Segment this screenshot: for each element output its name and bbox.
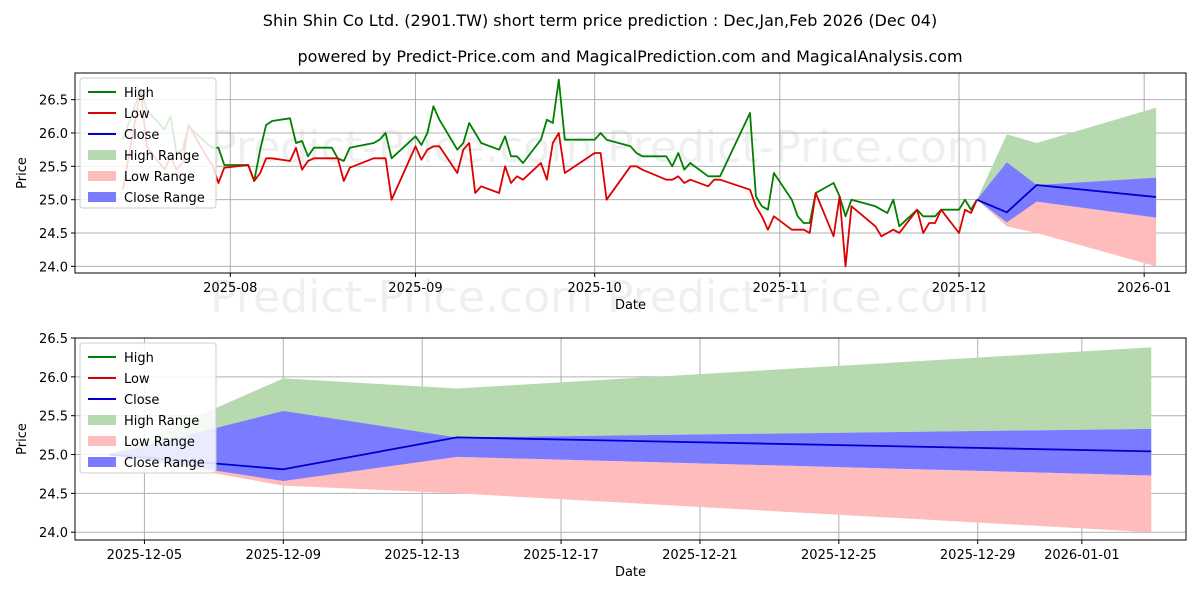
x-tick-label: 2025-12-17: [523, 548, 599, 563]
y-tick-label: 24.0: [39, 260, 68, 275]
x-tick-label: 2025-12-13: [384, 548, 460, 563]
x-axis-label: Date: [615, 298, 646, 313]
y-tick-label: 25.5: [39, 160, 68, 175]
x-tick-label: 2026-01-01: [1044, 548, 1120, 563]
x-tick-label: 2025-10: [567, 281, 621, 296]
y-axis-label: Price: [15, 423, 30, 455]
x-tick-label: 2026-01: [1117, 281, 1171, 296]
close-range-band: [976, 162, 1157, 223]
legend-low-range-swatch: [88, 171, 116, 181]
legend-close-range-swatch: [88, 457, 116, 467]
axes-frame: [74, 72, 1187, 274]
legend-high-label: High: [124, 86, 154, 101]
plot-area: [109, 347, 1152, 533]
chart-subtitle: powered by Predict-Price.com and Magical…: [297, 47, 962, 66]
x-axis-label: Date: [615, 565, 646, 580]
x-tick-label: 2025-11: [753, 281, 807, 296]
plot-area: [121, 78, 1157, 268]
legend-low-range-swatch: [88, 436, 116, 446]
y-tick-label: 25.5: [39, 410, 68, 425]
y-tick-label: 24.5: [39, 487, 68, 502]
legend: High Low Close High Range Low Range Close Ran…: [79, 77, 217, 209]
x-tick-label: 2025-08: [203, 281, 257, 296]
legend: High Low Close High Range Low Range Close Ran…: [79, 342, 217, 474]
legend-high-range-label: High Range: [124, 414, 199, 429]
y-tick-label: 25.0: [39, 194, 68, 209]
high-series-line: [121, 78, 978, 228]
x-tick-label: 2025-12-21: [662, 548, 738, 563]
y-tick-label: 26.0: [39, 371, 68, 386]
close-range-band: [109, 411, 1152, 481]
y-tick-label: 26.5: [39, 332, 68, 347]
legend-close-range-label: Close Range: [124, 456, 205, 471]
legend-high-range-label: High Range: [124, 149, 199, 164]
legend-close-range-label: Close Range: [124, 191, 205, 206]
x-tick-label: 2025-12: [932, 281, 986, 296]
y-tick-label: 26.5: [39, 94, 68, 109]
low-range-band: [109, 454, 1152, 533]
x-tick-label: 2025-12-29: [940, 548, 1016, 563]
legend-close-label: Close: [124, 128, 159, 143]
x-tick-label: 2025-12-25: [801, 548, 877, 563]
y-tick-label: 24.0: [39, 526, 68, 541]
close-series-line: [976, 184, 1157, 214]
top-panel: Predict-Price.com Predict-Price.comPredi…: [15, 72, 1187, 323]
legend-low-range-label: Low Range: [124, 170, 195, 185]
legend-close-label: Close: [124, 393, 159, 408]
axes-frame: [74, 337, 1187, 541]
legend-high-range-swatch: [88, 150, 116, 160]
x-tick-label: 2025-12-05: [107, 548, 183, 563]
y-tick-label: 25.0: [39, 449, 68, 464]
y-axis-label: Price: [15, 157, 30, 189]
y-tick-label: 24.5: [39, 227, 68, 242]
y-tick-label: 26.0: [39, 127, 68, 142]
legend-low-label: Low: [124, 372, 150, 387]
bottom-panel: Predict-Price.com Predict-Price.com2025-…: [15, 332, 1187, 580]
x-tick-label: 2025-12-09: [246, 548, 322, 563]
chart-title: Shin Shin Co Ltd. (2901.TW) short term p…: [263, 11, 937, 30]
legend-low-range-label: Low Range: [124, 435, 195, 450]
watermark-text: Predict-Price.com Predict-Price.com: [210, 272, 989, 323]
legend-high-label: High: [124, 351, 154, 366]
x-tick-label: 2025-09: [388, 281, 442, 296]
legend-high-range-swatch: [88, 415, 116, 425]
low-series-line: [121, 88, 978, 268]
low-range-band: [976, 199, 1157, 267]
legend-close-range-swatch: [88, 192, 116, 202]
legend-low-label: Low: [124, 107, 150, 122]
